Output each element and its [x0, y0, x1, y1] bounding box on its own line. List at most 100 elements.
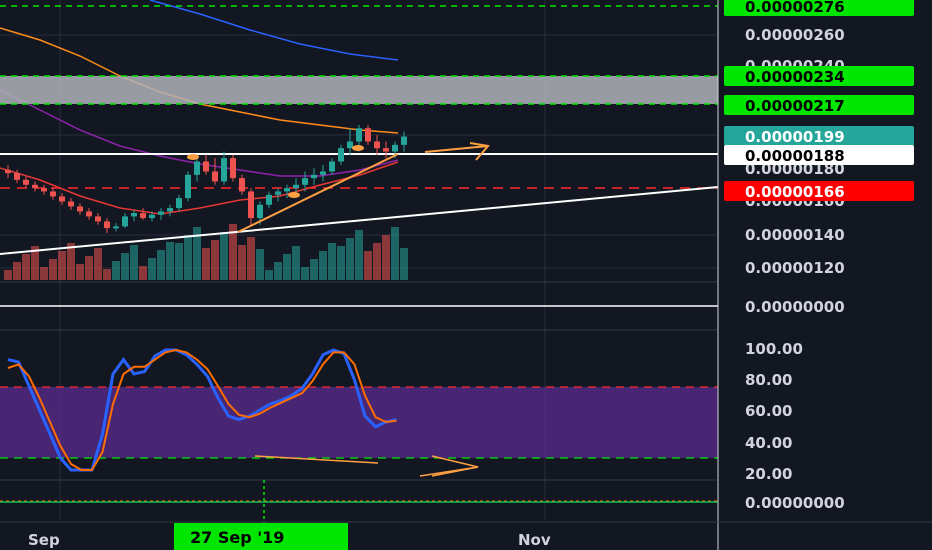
ma-red-line: [0, 161, 399, 215]
volume-bar: [274, 262, 282, 280]
volume-bar: [229, 224, 237, 280]
time-label-nov[interactable]: Nov: [518, 531, 551, 549]
candle-body: [158, 211, 164, 215]
stoch-projection-arrow[interactable]: [419, 455, 479, 477]
rising-trendline[interactable]: [237, 153, 399, 233]
price-label-166[interactable]: 0.00000166: [724, 181, 914, 201]
volume-bar: [310, 259, 318, 280]
candle-body: [401, 136, 407, 145]
candle-body: [77, 206, 83, 212]
volume-bar: [103, 269, 111, 280]
candle-body: [86, 211, 92, 217]
price-label-text: 0.00000199: [745, 128, 845, 146]
volume-bar: [175, 243, 183, 280]
crosshair-time-text: 27 Sep '19: [190, 528, 284, 547]
candle-body: [374, 141, 380, 149]
volume-bar: [256, 249, 264, 280]
candle-body: [320, 171, 326, 175]
candle-body: [311, 174, 317, 179]
volume-bar: [238, 245, 246, 280]
volume-bar: [157, 250, 165, 280]
volume-bar: [13, 262, 21, 280]
volume-bar: [355, 230, 363, 280]
candle-body: [23, 179, 29, 185]
volume-bars: [4, 224, 408, 280]
price-label-text: 0.00000234: [745, 68, 845, 86]
volume-bar: [391, 227, 399, 280]
volume-bar: [337, 246, 345, 280]
candle-body: [356, 128, 362, 142]
volume-bar: [202, 248, 210, 280]
stoch-axis-ticks[interactable]: 100.00 80.00 60.00 40.00 20.00: [745, 340, 803, 483]
price-label-188[interactable]: 0.00000188: [724, 145, 914, 165]
price-label-text: 0.00000188: [745, 147, 845, 165]
price-label-217[interactable]: 0.00000217: [724, 95, 914, 115]
volume-bar: [346, 238, 354, 280]
candle-body: [5, 169, 11, 174]
stoch-tick: 20.00: [745, 465, 792, 483]
volume-bar: [184, 235, 192, 280]
candle-body: [122, 216, 128, 227]
volume-bar: [67, 243, 75, 280]
volume-bar: [400, 248, 408, 280]
projection-arrow[interactable]: [424, 142, 490, 161]
price-tick: 0.00000120: [745, 259, 845, 277]
candle-body: [41, 188, 47, 192]
volume-bar: [247, 237, 255, 280]
stoch-tick: 60.00: [745, 402, 792, 420]
volume-bar: [31, 246, 39, 280]
price-label-276[interactable]: 0.00000276: [724, 0, 914, 16]
candle-body: [68, 201, 74, 207]
volume-bar: [94, 248, 102, 280]
candle-body: [59, 196, 65, 202]
candle-body: [266, 194, 272, 205]
candle-body: [95, 216, 101, 222]
candle-body: [185, 174, 191, 199]
candle-body: [230, 158, 236, 179]
volume-bar: [373, 243, 381, 280]
volume-bar: [49, 259, 57, 280]
stoch-tick: 100.00: [745, 340, 803, 358]
volume-bar: [58, 251, 66, 280]
candle-body: [257, 204, 263, 219]
stoch-tick: 80.00: [745, 371, 792, 389]
candle-body: [167, 208, 173, 212]
candle-body: [338, 148, 344, 162]
volume-bar: [301, 267, 309, 280]
candle-body: [32, 184, 38, 189]
price-tick: 0.00000140: [745, 226, 845, 244]
support-trendline[interactable]: [0, 186, 719, 255]
volume-bar: [112, 261, 120, 280]
candle-body: [392, 144, 398, 152]
volume-bar: [130, 245, 138, 280]
candle-body: [329, 161, 335, 172]
candle-body: [113, 226, 119, 229]
indicator-1-tick[interactable]: 0.00000000: [745, 298, 845, 316]
volume-bar: [40, 267, 48, 280]
ma-blue-line: [149, 0, 399, 61]
candle-body: [302, 178, 308, 185]
price-label-text: 0.00000276: [745, 0, 845, 16]
volume-bar: [220, 232, 228, 280]
price-label-234[interactable]: 0.00000234: [724, 66, 914, 86]
candle-body: [14, 173, 20, 180]
crosshair-time-label: 27 Sep '19: [174, 523, 348, 550]
time-label-sep[interactable]: Sep: [28, 531, 60, 549]
candle-body: [293, 184, 299, 189]
volume-bar: [148, 258, 156, 280]
volume-bar: [193, 227, 201, 280]
candle-body: [131, 213, 137, 217]
volume-bar: [364, 251, 372, 280]
volume-bar: [382, 235, 390, 280]
candle-body: [149, 214, 155, 219]
volume-bar: [265, 270, 273, 280]
bottom-pane-tick[interactable]: 0.00000000: [745, 494, 845, 512]
price-label-199[interactable]: 0.00000199: [724, 126, 914, 146]
candle-body: [383, 148, 389, 152]
stoch-divergence-line[interactable]: [254, 455, 379, 464]
price-label-text: 0.00000166: [745, 183, 845, 201]
candles: [5, 124, 407, 234]
volume-bar: [139, 266, 147, 280]
candle-body: [104, 221, 110, 229]
